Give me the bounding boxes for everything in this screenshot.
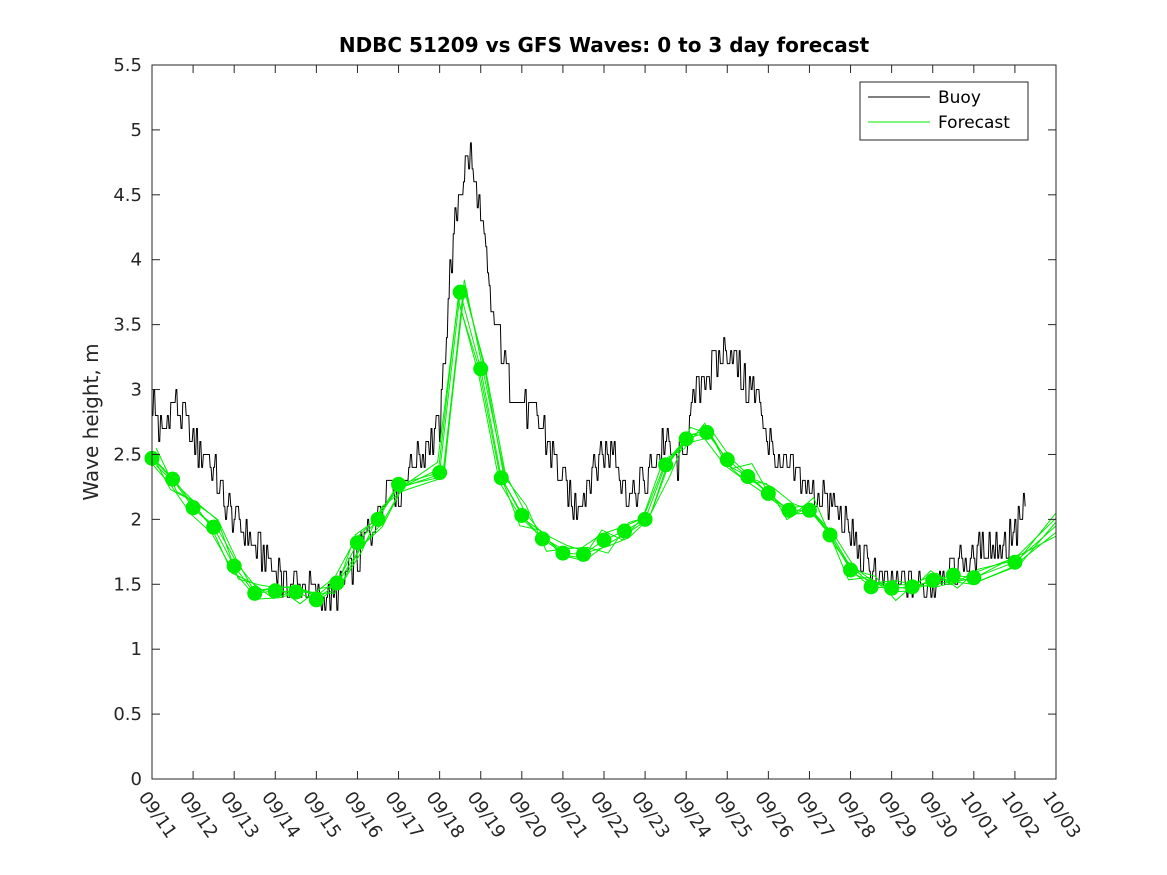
y-tick-label: 0.5 xyxy=(113,704,142,725)
legend-label-buoy: Buoy xyxy=(938,88,981,108)
series-forecast-line xyxy=(155,279,1057,605)
forecast-marker xyxy=(267,583,283,599)
y-tick-label: 4 xyxy=(131,250,142,271)
forecast-marker xyxy=(247,585,263,601)
chart-title: NDBC 51209 vs GFS Waves: 0 to 3 day fore… xyxy=(339,33,870,57)
forecast-marker xyxy=(699,424,715,440)
forecast-marker xyxy=(719,452,735,468)
forecast-marker xyxy=(206,519,222,535)
y-tick-label: 5 xyxy=(131,120,142,141)
legend-label-forecast: Forecast xyxy=(938,113,1010,133)
forecast-marker xyxy=(452,284,468,300)
y-tick-label: 2 xyxy=(131,509,142,530)
forecast-marker xyxy=(349,535,365,551)
forecast-marker xyxy=(370,511,386,527)
legend-box xyxy=(859,81,1029,141)
forecast-marker xyxy=(308,592,324,608)
y-axis-label: Wave height, m xyxy=(79,343,103,500)
forecast-marker xyxy=(1007,554,1023,570)
forecast-marker xyxy=(575,546,591,562)
plot-area xyxy=(152,65,1056,779)
forecast-marker xyxy=(740,469,756,485)
forecast-marker xyxy=(658,457,674,473)
series-buoy-line xyxy=(152,142,1026,611)
forecast-marker xyxy=(185,500,201,516)
forecast-marker xyxy=(945,567,961,583)
y-tick-label: 3.5 xyxy=(113,315,142,336)
y-tick-label: 1.5 xyxy=(113,574,142,595)
forecast-marker xyxy=(596,532,612,548)
forecast-marker xyxy=(904,579,920,595)
forecast-marker xyxy=(801,502,817,518)
forecast-marker xyxy=(760,485,776,501)
y-tick-label: 5.5 xyxy=(113,55,142,76)
y-tick-label: 4.5 xyxy=(113,185,142,206)
forecast-marker xyxy=(637,511,653,527)
forecast-marker xyxy=(226,558,242,574)
forecast-marker xyxy=(391,476,407,492)
y-tick-label: 2.5 xyxy=(113,444,142,465)
forecast-marker xyxy=(165,471,181,487)
legend: Buoy Forecast xyxy=(859,81,1029,141)
forecast-marker xyxy=(884,580,900,596)
forecast-marker xyxy=(288,584,304,600)
forecast-marker xyxy=(843,562,859,578)
y-tick-label: 1 xyxy=(131,639,142,660)
forecast-marker xyxy=(863,579,879,595)
forecast-marker xyxy=(678,431,694,447)
forecast-marker xyxy=(473,361,489,377)
forecast-marker xyxy=(493,470,509,486)
forecast-marker xyxy=(781,502,797,518)
forecast-marker xyxy=(534,531,550,547)
forecast-marker xyxy=(329,575,345,591)
forecast-marker xyxy=(822,527,838,543)
forecast-marker xyxy=(555,545,571,561)
forecast-marker xyxy=(617,523,633,539)
forecast-marker xyxy=(432,465,448,481)
forecast-marker xyxy=(966,570,982,586)
forecast-marker xyxy=(514,507,530,523)
forecast-marker xyxy=(925,572,941,588)
series-layer xyxy=(144,142,1057,611)
y-tick-label: 3 xyxy=(131,380,142,401)
y-tick-label: 0 xyxy=(131,769,142,790)
